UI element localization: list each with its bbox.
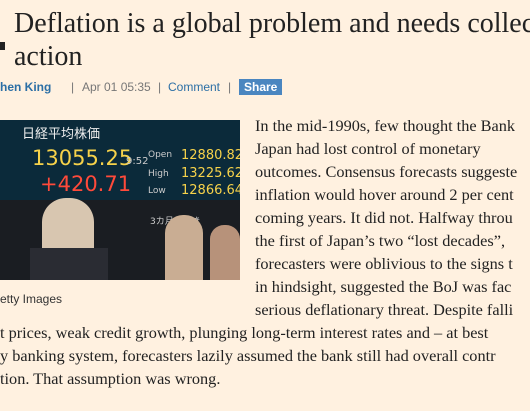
board-text: 12880.82: [181, 148, 240, 163]
body-line: tion. That assumption was wrong.: [0, 369, 221, 388]
separator: |: [158, 80, 162, 94]
board-text: 13225.62: [181, 166, 240, 181]
body-line: In the mid-1990s, few thought the Bank: [255, 116, 516, 135]
person: [165, 215, 203, 280]
body-line: in hindsight, suggested the BoJ was fac: [255, 277, 512, 296]
comment-link[interactable]: Comment: [168, 80, 221, 94]
body-line: Japan had lost control of monetary: [255, 139, 481, 158]
date: Apr 01 05:35: [82, 80, 151, 94]
board-text: +420.71: [40, 172, 132, 196]
person: [30, 248, 108, 280]
body-line: coming years. It did not. Halfway throu: [255, 208, 513, 227]
author[interactable]: hen King: [0, 80, 52, 94]
title-line: Deflation is a global problem and needs …: [14, 8, 530, 39]
photo: 日経平均株価 13055.25 +420.71 9:52 Open 12880.…: [0, 120, 240, 280]
board-text: Open: [148, 150, 173, 160]
separator: |: [228, 80, 232, 94]
icon: [0, 42, 5, 50]
share-button[interactable]: Share: [239, 79, 283, 95]
body-line: the first of Japan’s two “lost decades”,: [255, 231, 506, 250]
board-text: 12866.64: [181, 183, 240, 198]
board-text: 日経平均株価: [22, 127, 101, 142]
board: [0, 120, 240, 200]
body-line: y banking system, forecasters lazily ass…: [0, 346, 496, 365]
person: [210, 225, 240, 280]
board-text: 9:52: [126, 156, 149, 167]
board-text: 13055.25: [32, 146, 133, 170]
board-text: High: [148, 169, 169, 179]
title-line: action: [14, 41, 83, 72]
body-line: t prices, weak credit growth, plunging l…: [0, 323, 489, 342]
caption: etty Images: [0, 292, 63, 306]
body-line: inflation would hover around 2 per cent: [255, 185, 514, 204]
separator: |: [71, 80, 75, 94]
body-line: forecasters were oblivious to the signs …: [255, 254, 513, 273]
body-line: serious deflationary threat. Despite fal…: [255, 300, 514, 319]
board-text: Low: [148, 186, 166, 196]
body-line: outcomes. Consensus forecasts suggeste: [255, 162, 518, 181]
